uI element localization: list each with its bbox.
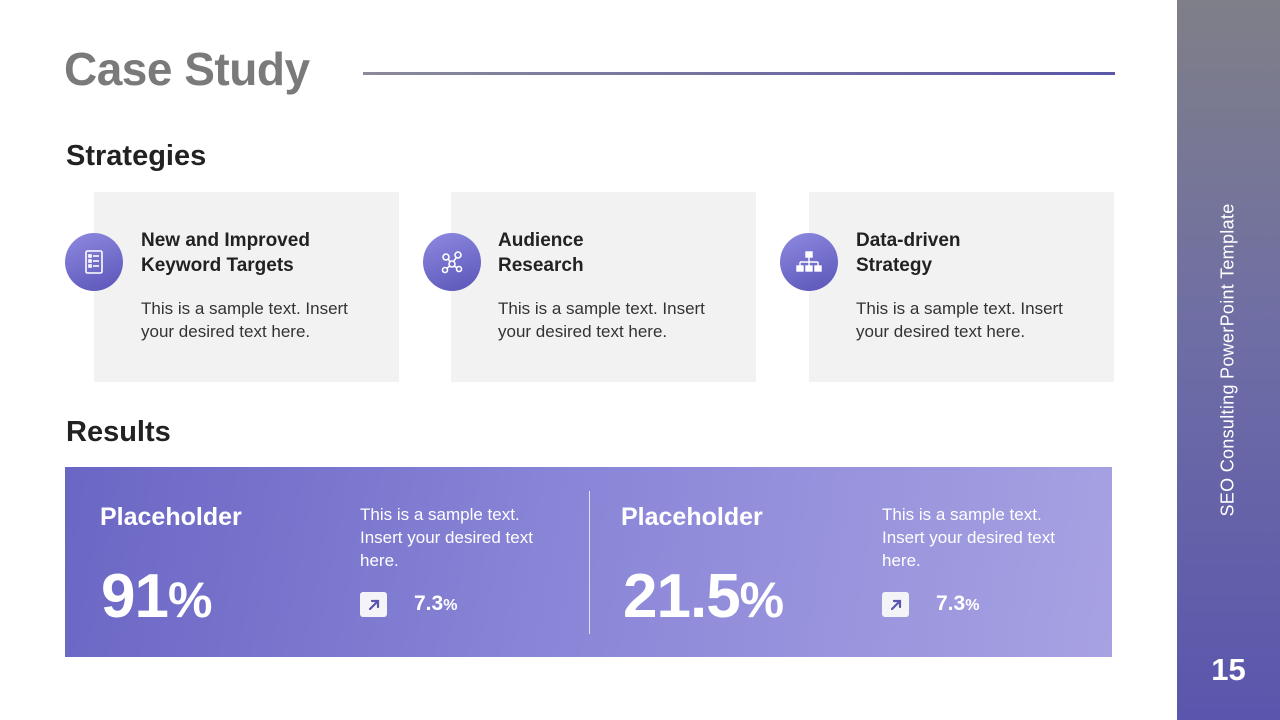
- slide-title: Case Study: [64, 43, 310, 95]
- result-value-unit: %: [167, 572, 212, 628]
- result-change-number: 7.3: [414, 592, 444, 615]
- strategy-card-title-line: Audience: [498, 230, 584, 251]
- strategy-card-title: New and Improved Keyword Targets: [141, 228, 381, 278]
- results-panel: Placeholder 91% This is a sample text. I…: [65, 467, 1112, 657]
- result-label: Placeholder: [621, 503, 763, 531]
- strategy-card-text: This is a sample text. Insert your desir…: [498, 297, 738, 343]
- arrow-up-right-icon: [360, 592, 387, 617]
- strategy-card-title-line: Research: [498, 255, 584, 276]
- hierarchy-icon: [780, 233, 838, 291]
- title-divider-line: [363, 72, 1115, 75]
- page-number: 15: [1211, 652, 1246, 687]
- strategy-card-text-line: This is a sample text. Insert: [141, 299, 348, 318]
- strategy-card-data-driven: Data-driven Strategy This is a sample te…: [809, 192, 1114, 382]
- result-text: This is a sample text. Insert your desir…: [882, 503, 1092, 572]
- result-text-line: This is a sample text.: [882, 505, 1042, 524]
- checklist-icon: [65, 233, 123, 291]
- strategy-card-title-line: Strategy: [856, 255, 933, 276]
- result-change: 7.3%: [414, 592, 457, 616]
- strategy-card-title: Data-driven Strategy: [856, 228, 1096, 278]
- strategy-card-audience-research: Audience Research This is a sample text.…: [451, 192, 756, 382]
- result-text: This is a sample text. Insert your desir…: [360, 503, 570, 572]
- results-heading: Results: [66, 416, 171, 448]
- result-value-number: 91: [101, 562, 169, 631]
- result-text-line: Insert your desired text: [882, 528, 1055, 547]
- strategy-card-text-line: your desired text here.: [498, 322, 668, 341]
- result-change-unit: %: [443, 597, 458, 614]
- strategy-card-title-line: Keyword Targets: [141, 255, 294, 276]
- result-change-unit: %: [965, 597, 980, 614]
- result-label: Placeholder: [100, 503, 242, 531]
- strategy-card-text-line: This is a sample text. Insert: [856, 299, 1063, 318]
- side-panel: SEO Consulting PowerPoint Template 15: [1177, 0, 1280, 720]
- strategy-card-text: This is a sample text. Insert your desir…: [141, 297, 381, 343]
- arrow-up-right-icon: [882, 592, 909, 617]
- strategy-card-title: Audience Research: [498, 228, 738, 278]
- result-change-number: 7.3: [936, 592, 966, 615]
- strategies-heading: Strategies: [66, 140, 207, 172]
- strategy-card-text-line: your desired text here.: [856, 322, 1026, 341]
- result-text-line: here.: [882, 551, 921, 570]
- strategy-card-text-line: This is a sample text. Insert: [498, 299, 705, 318]
- network-icon: [423, 233, 481, 291]
- result-text-line: here.: [360, 551, 399, 570]
- result-value-number: 21.5: [623, 562, 741, 631]
- strategy-card-text: This is a sample text. Insert your desir…: [856, 297, 1096, 343]
- results-divider: [589, 491, 590, 634]
- strategy-card-title-line: New and Improved: [141, 230, 310, 251]
- result-text-line: Insert your desired text: [360, 528, 533, 547]
- result-value: 21.5%: [623, 561, 784, 632]
- strategy-card-keyword-targets: New and Improved Keyword Targets This is…: [94, 192, 399, 382]
- template-name-label: SEO Consulting PowerPoint Template: [1217, 203, 1238, 517]
- result-text-line: This is a sample text.: [360, 505, 520, 524]
- result-value-unit: %: [739, 572, 784, 628]
- strategy-card-text-line: your desired text here.: [141, 322, 311, 341]
- result-value: 91%: [101, 561, 212, 632]
- result-change: 7.3%: [936, 592, 979, 616]
- strategy-card-title-line: Data-driven: [856, 230, 961, 251]
